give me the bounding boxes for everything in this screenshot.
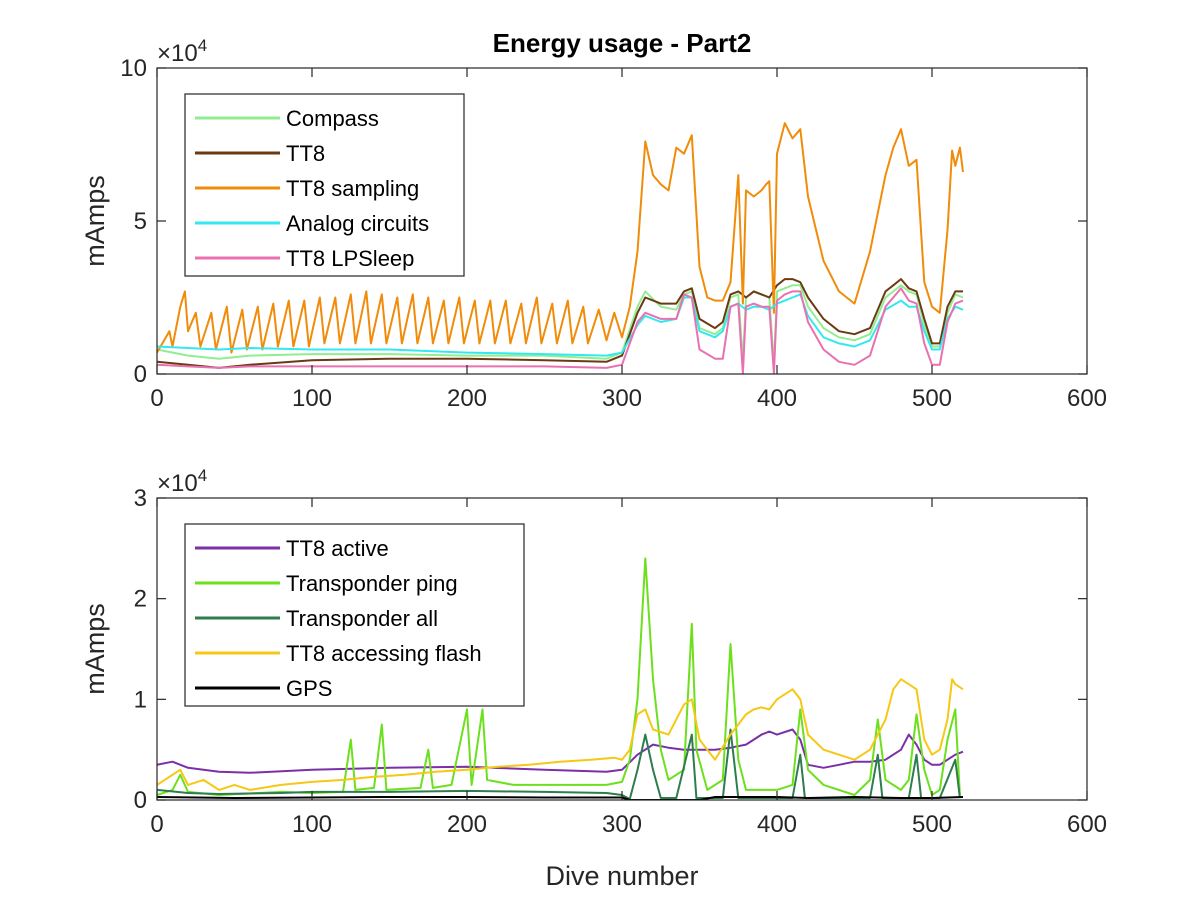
legend-label: Compass (286, 106, 379, 131)
x-tick-label: 400 (757, 385, 797, 412)
x-tick-label: 500 (912, 385, 952, 412)
legend-label: Transponder ping (286, 571, 458, 596)
y-axis-title: mAmps (80, 603, 110, 695)
legend-box (184, 93, 465, 277)
y-tick-label: 0 (134, 361, 147, 388)
legend-label: Analog circuits (286, 211, 429, 236)
x-tick-label: 0 (150, 385, 163, 412)
bottom-panel: 0 100 200 300 400 500 600 0 1 2 3 ×104 mAmps TT8 acti… (80, 466, 1107, 838)
legend-label: GPS (286, 676, 332, 701)
x-tick-label: 500 (912, 811, 952, 838)
x-axis-title: Dive number (545, 861, 698, 891)
legend-label: TT8 sampling (286, 176, 419, 201)
y-axis-title: mAmps (80, 175, 110, 267)
series-group (157, 557, 964, 800)
x-tick-label: 200 (447, 811, 487, 838)
chart-title: Energy usage - Part2 (493, 28, 752, 58)
y-tick-label: 1 (134, 686, 147, 713)
y-tick-label: 10 (120, 55, 147, 82)
x-tick-label: 300 (602, 811, 642, 838)
legend-label: TT8 active (286, 536, 389, 561)
y-tick-label: 3 (134, 485, 147, 512)
y-tick-label: 5 (134, 208, 147, 235)
y-tick-label: 0 (134, 787, 147, 814)
x-tick-label: 100 (292, 385, 332, 412)
y-exponent-label: ×104 (157, 36, 207, 67)
x-tick-label: 200 (447, 385, 487, 412)
series-line-transponder-ping (157, 557, 961, 796)
top-panel: 0 100 200 300 400 500 600 0 5 10 ×104 mAmps Compass T… (80, 36, 1107, 412)
series-line-gps (157, 796, 964, 800)
series-line-tt8-sampling (157, 122, 964, 354)
legend-label: TT8 accessing flash (286, 641, 482, 666)
x-tick-label: 600 (1067, 811, 1107, 838)
x-tick-label: 300 (602, 385, 642, 412)
x-tick-label: 600 (1067, 385, 1107, 412)
x-tick-label: 0 (150, 811, 163, 838)
legend-label: TT8 LPSleep (286, 246, 414, 271)
x-tick-label: 400 (757, 811, 797, 838)
legend: Compass TT8 TT8 sampling Analog circuits TT8… (184, 93, 465, 277)
series-group (157, 122, 964, 374)
legend-label: Transponder all (286, 606, 438, 631)
series-line-analog-circuits (157, 293, 964, 357)
legend-box (184, 523, 525, 707)
series-line-tt8-accessing-flash (157, 678, 964, 791)
legend: TT8 active Transponder ping Transponder al… (184, 523, 525, 707)
x-tick-label: 100 (292, 811, 332, 838)
series-line-tt8 (157, 278, 963, 369)
y-tick-label: 2 (134, 586, 147, 613)
series-line-tt8-lpsleep (157, 287, 964, 374)
y-exponent-label: ×104 (157, 466, 207, 497)
legend-label: TT8 (286, 141, 325, 166)
